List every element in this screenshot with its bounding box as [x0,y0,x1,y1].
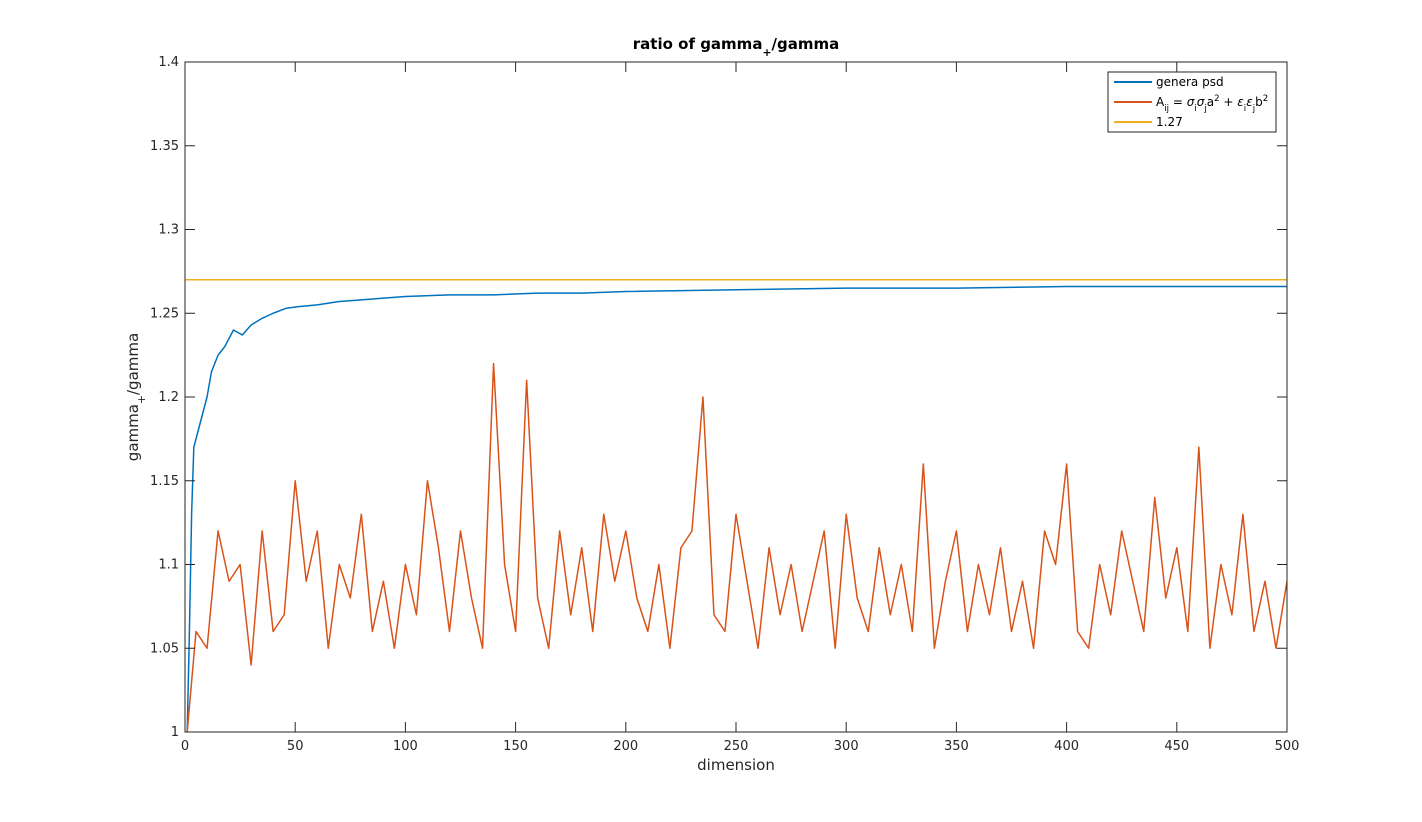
x-tick-label: 350 [944,739,969,754]
legend-part: ij [1164,104,1169,114]
legend-entry-label: 1.27 [1156,115,1183,129]
x-tick-label: 300 [834,739,859,754]
legend-part: + [1220,95,1238,109]
title-subscript: + [762,46,771,59]
x-tick-label: 50 [287,739,304,754]
x-axis-label: dimension [697,756,775,774]
legend-part: a [1207,95,1214,109]
legend-part: = [1169,95,1187,109]
legend-part: b [1255,95,1263,109]
legend-part: 2 [1263,94,1269,104]
y-tick-label: 1 [171,725,179,740]
legend-part: σ [1187,95,1195,109]
x-tick-label: 500 [1275,739,1300,754]
x-tick-label: 200 [613,739,638,754]
y-tick-label: 1.25 [150,306,179,321]
title-suffix: /gamma [771,35,839,53]
y-axis-ticks: 1 1.05 1.1 1.15 1.2 1.25 1.3 1.35 1.4 [150,55,1287,740]
y-label-subscript: + [135,395,148,404]
y-label-main: gamma [124,404,142,461]
y-tick-label: 1.05 [150,641,179,656]
legend-part: ε [1246,95,1253,109]
series-line-aij [186,362,1287,732]
legend-entry-label: genera psd [1156,75,1224,89]
legend-part: ε [1237,95,1244,109]
y-tick-label: 1.15 [150,474,179,489]
x-tick-label: 450 [1164,739,1189,754]
x-tick-label: 150 [503,739,528,754]
legend-part: A [1156,95,1165,109]
x-tick-label: 400 [1054,739,1079,754]
chart-title: ratio of gamma+/gamma [633,35,839,59]
y-tick-label: 1.4 [158,55,179,70]
y-tick-label: 1.1 [158,558,179,573]
y-tick-label: 1.3 [158,223,179,238]
legend-part: 2 [1214,94,1220,104]
title-main: ratio of gamma [633,35,763,53]
series-line-genera-psd [186,285,1287,732]
series-layer [185,279,1287,732]
legend-part: i [1194,104,1196,114]
y-axis-label: gamma+/gamma [124,333,148,461]
x-tick-label: 0 [181,739,189,754]
y-label-suffix: /gamma [124,333,142,395]
y-tick-label: 1.2 [158,390,179,405]
x-axis-ticks: 0 50 100 150 200 250 300 350 400 450 500 [181,62,1300,754]
x-tick-label: 250 [724,739,749,754]
x-tick-label: 100 [393,739,418,754]
y-tick-label: 1.35 [150,139,179,154]
legend-part: i [1244,104,1246,114]
legend-entry-label: Aij = σiσja2 + εiεjb2 [1156,94,1268,114]
legend-part: σ [1197,95,1205,109]
plot-area [185,62,1287,732]
legend-part: j [1252,104,1255,114]
legend-part: j [1203,104,1206,114]
